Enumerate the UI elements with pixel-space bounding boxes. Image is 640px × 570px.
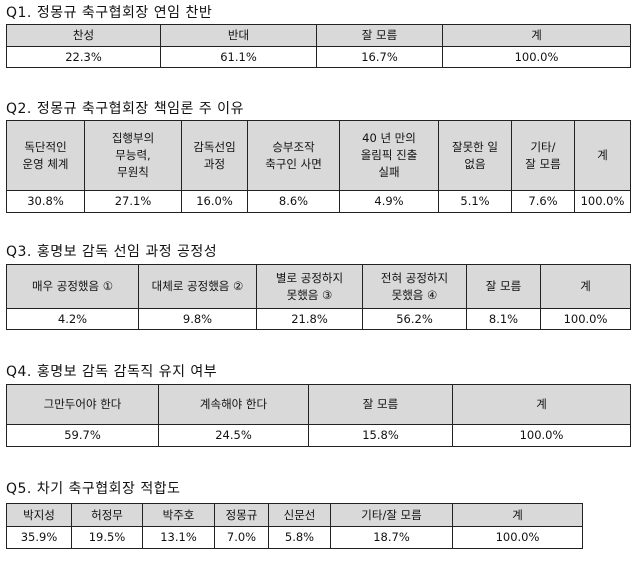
q2-header-line: 운영 체계	[22, 156, 69, 171]
q2-header-line: 과정	[203, 156, 226, 171]
q2-header-line: 승부조작	[272, 139, 315, 154]
q5-value: 13.1%	[142, 526, 215, 549]
q2-header-line: 잘 모름	[525, 156, 561, 171]
q2-header-line: 축구인 사면	[265, 156, 322, 171]
q3-header-line: 못했음 ③	[286, 287, 333, 302]
q1-value-oppose: 61.1%	[160, 46, 317, 68]
q3-header-not-very-fair: 별로 공정하지 못했음 ③	[256, 264, 363, 309]
q3-value: 21.8%	[256, 308, 363, 330]
q2-header-line: 40 년 만의	[362, 131, 416, 145]
q5-value: 100.0%	[452, 526, 583, 549]
q2-header-line: 무원칙	[117, 165, 149, 179]
q1-value-dont-know: 16.7%	[316, 46, 443, 68]
q4-title: Q4. 홍명보 감독 감독직 유지 여부	[6, 364, 218, 380]
q5-value: 19.5%	[71, 526, 143, 549]
q2-value: 30.8%	[6, 190, 85, 213]
q4-table: 그만두어야 한다 계속해야 한다 잘 모름 계 59.7% 24.5% 15.8…	[6, 384, 631, 447]
q4-header-total: 계	[452, 384, 631, 425]
q4-value: 24.5%	[158, 424, 309, 447]
q2-header-line: 무능력,	[115, 148, 151, 162]
q2-header-line: 올림픽 진출	[360, 148, 418, 162]
q1-value-total: 100.0%	[442, 46, 631, 68]
q3-header-line: 잘 모름	[485, 279, 522, 293]
q2-header-incompetence: 집행부의 무능력, 무원칙	[84, 120, 182, 191]
q3-value: 8.1%	[466, 308, 541, 330]
q3-header-mostly-fair: 대체로 공정했음 ②	[138, 264, 257, 309]
q2-header-no-fault: 잘못한 일 없음	[438, 120, 512, 191]
q2-header-line: 집행부의	[111, 131, 155, 145]
q3-header-line: 못했음 ④	[391, 287, 438, 302]
q5-header-candidate: 박지성	[6, 503, 72, 527]
q5-header-candidate: 허정무	[71, 503, 143, 527]
q2-header-olympic-failure: 40 년 만의 올림픽 진출 실패	[339, 120, 439, 191]
q3-header-line: 전혀 공정하지	[380, 270, 449, 285]
q3-value: 56.2%	[362, 308, 467, 330]
q3-value: 4.2%	[6, 308, 139, 330]
q4-header-should-continue: 계속해야 한다	[158, 384, 309, 425]
q2-value: 5.1%	[438, 190, 512, 213]
q2-value: 16.0%	[181, 190, 248, 213]
q5-value: 7.0%	[214, 526, 269, 549]
q3-header-line: 계	[580, 279, 591, 293]
q2-header-line: 계	[597, 148, 608, 162]
q2-header-coach-selection: 감독선임 과정	[181, 120, 248, 191]
q5-header-other: 기타/잘 모름	[330, 503, 453, 527]
q5-header-candidate: 박주호	[142, 503, 215, 527]
q5-header-total: 계	[452, 503, 583, 527]
q2-header-line: 없음	[464, 156, 486, 171]
q2-header-autocratic-operation: 독단적인 운영 체계	[6, 120, 85, 191]
q1-table: 찬성 반대 잘 모름 계 22.3% 61.1% 16.7% 100.0%	[6, 24, 631, 68]
q4-header-dont-know: 잘 모름	[308, 384, 453, 425]
q1-header-total: 계	[442, 24, 631, 47]
q3-value: 100.0%	[540, 308, 631, 330]
q2-header-total: 계	[574, 120, 631, 191]
q2-value: 27.1%	[84, 190, 182, 213]
q2-header-line: 독단적인	[24, 139, 67, 154]
q5-value: 5.8%	[268, 526, 331, 549]
q3-value: 9.8%	[138, 308, 257, 330]
q4-value: 59.7%	[6, 424, 159, 447]
q2-table: 독단적인 운영 체계 집행부의 무능력, 무원칙 감독선임 과정 승부조작 축구…	[6, 120, 631, 213]
q3-header-not-fair-at-all: 전혀 공정하지 못했음 ④	[362, 264, 467, 309]
q1-value-support: 22.3%	[6, 46, 161, 68]
q5-title: Q5. 차기 축구협회장 적합도	[6, 481, 181, 497]
q3-header-dont-know: 잘 모름	[466, 264, 541, 309]
q2-value: 7.6%	[511, 190, 575, 213]
q2-header-line: 잘못한 일	[452, 139, 498, 154]
q2-value: 8.6%	[247, 190, 340, 213]
q5-header-candidate: 정몽규	[214, 503, 269, 527]
q2-header-match-fixing-pardon: 승부조작 축구인 사면	[247, 120, 340, 191]
q4-header-should-resign: 그만두어야 한다	[6, 384, 159, 425]
q1-title: Q1. 정몽규 축구협회장 연임 찬반	[6, 5, 213, 21]
q3-header-line: 대체로 공정했음 ②	[151, 279, 244, 293]
q3-table: 매우 공정했음 ① 대체로 공정했음 ② 별로 공정하지 못했음 ③ 전혀 공정…	[6, 264, 631, 330]
q3-header-very-fair: 매우 공정했음 ①	[6, 264, 139, 309]
q2-title: Q2. 정몽규 축구협회장 책임론 주 이유	[6, 101, 244, 117]
q3-header-line: 매우 공정했음 ①	[31, 279, 114, 293]
q1-header-oppose: 반대	[160, 24, 317, 47]
q5-value: 35.9%	[6, 526, 72, 549]
q4-value: 100.0%	[452, 424, 631, 447]
q4-value: 15.8%	[308, 424, 453, 447]
q1-header-dont-know: 잘 모름	[316, 24, 443, 47]
q3-title: Q3. 홍명보 감독 선임 과정 공정성	[6, 244, 218, 260]
q2-header-line: 실패	[378, 165, 400, 179]
q2-header-line: 기타/	[530, 139, 556, 154]
q3-header-line: 별로 공정하지	[275, 270, 344, 285]
q2-header-line: 감독선임	[193, 139, 236, 154]
q5-table: 박지성 허정무 박주호 정몽규 신문선 기타/잘 모름 계 35.9% 19.5…	[6, 503, 583, 549]
q3-header-total: 계	[540, 264, 631, 309]
q2-value: 100.0%	[574, 190, 631, 213]
q5-header-candidate: 신문선	[268, 503, 331, 527]
q5-value: 18.7%	[330, 526, 453, 549]
q2-value: 4.9%	[339, 190, 439, 213]
q2-header-other: 기타/ 잘 모름	[511, 120, 575, 191]
q1-header-support: 찬성	[6, 24, 161, 47]
